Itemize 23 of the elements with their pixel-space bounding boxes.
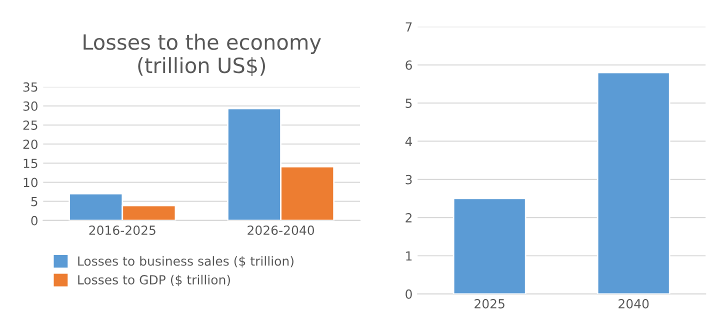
y-tick-label: 15 xyxy=(24,158,38,168)
y-tick-label: 2 xyxy=(406,213,412,222)
y-tick-label: 20 xyxy=(23,140,38,150)
y-tick-label: 30 xyxy=(23,101,38,111)
y-tick-label: 7 xyxy=(406,22,412,32)
y-tick-label: 35 xyxy=(23,82,38,92)
x-tick-label: 2040 xyxy=(618,299,649,308)
x-tick-label: 2016-2025 xyxy=(89,226,156,235)
chart-title: Losses to the economy (trillion US$) xyxy=(84,34,321,76)
y-tick-label: 25 xyxy=(23,120,38,130)
legend-label: Losses to GDP ($ trillion) xyxy=(78,274,230,286)
x-tick-label: 2025 xyxy=(474,299,504,308)
y-tick-label: 4 xyxy=(405,136,412,146)
x-tick-label: 2026-2040 xyxy=(248,226,314,235)
y-tick-label: 6 xyxy=(406,60,412,70)
y-tick-label: 3 xyxy=(406,174,412,184)
y-tick-label: 5 xyxy=(406,98,412,108)
y-tick-label: 10 xyxy=(24,178,38,188)
y-tick-label: 0 xyxy=(406,289,412,299)
legend-label: Losses to business sales ($ trillion) xyxy=(78,256,294,268)
y-tick-label: 5 xyxy=(31,196,38,206)
y-tick-label: 0 xyxy=(31,216,38,226)
y-tick-label: 1 xyxy=(406,251,412,260)
